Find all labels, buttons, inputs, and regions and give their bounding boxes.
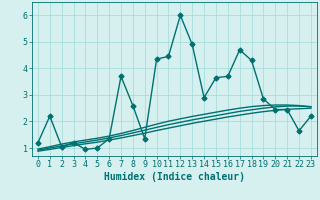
X-axis label: Humidex (Indice chaleur): Humidex (Indice chaleur) — [104, 172, 245, 182]
